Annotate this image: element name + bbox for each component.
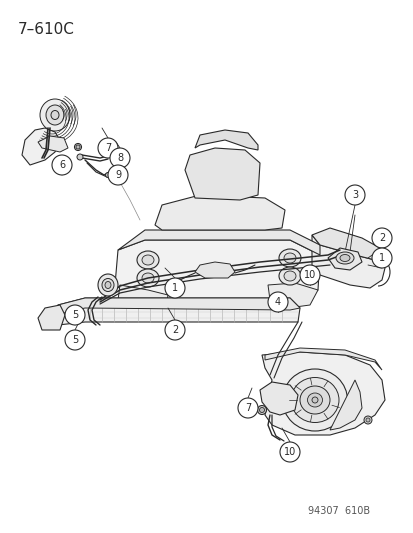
Polygon shape [327, 248, 361, 270]
Polygon shape [38, 136, 68, 152]
Text: 1: 1 [171, 283, 178, 293]
Polygon shape [22, 128, 60, 165]
Ellipse shape [259, 408, 264, 413]
Polygon shape [55, 298, 299, 325]
Text: 10: 10 [303, 270, 316, 280]
Ellipse shape [46, 105, 64, 125]
Circle shape [65, 330, 85, 350]
Ellipse shape [290, 377, 338, 423]
Polygon shape [195, 262, 235, 278]
Ellipse shape [335, 252, 353, 264]
Polygon shape [38, 305, 65, 330]
Text: 5: 5 [72, 335, 78, 345]
Text: 94307  610B: 94307 610B [308, 506, 370, 516]
Polygon shape [264, 348, 381, 370]
Circle shape [371, 228, 391, 248]
Ellipse shape [105, 173, 110, 177]
Circle shape [165, 320, 185, 340]
Text: 4: 4 [274, 297, 280, 307]
Ellipse shape [365, 418, 369, 422]
Ellipse shape [283, 271, 295, 281]
Circle shape [299, 265, 319, 285]
Ellipse shape [307, 393, 322, 407]
Ellipse shape [339, 254, 349, 262]
Ellipse shape [76, 145, 80, 149]
Circle shape [110, 148, 130, 168]
Polygon shape [329, 380, 361, 430]
Circle shape [279, 442, 299, 462]
Ellipse shape [40, 99, 70, 131]
Polygon shape [259, 382, 297, 415]
Polygon shape [154, 195, 284, 230]
Ellipse shape [311, 397, 317, 403]
Text: 2: 2 [171, 325, 178, 335]
Text: 10: 10 [283, 447, 295, 457]
Circle shape [52, 155, 72, 175]
Ellipse shape [74, 143, 81, 150]
Polygon shape [185, 148, 259, 200]
Polygon shape [267, 283, 317, 308]
Ellipse shape [137, 251, 159, 269]
Ellipse shape [102, 279, 114, 292]
Ellipse shape [282, 369, 347, 431]
Text: 7–610C: 7–610C [18, 22, 75, 37]
Text: 2: 2 [378, 233, 384, 243]
Ellipse shape [363, 416, 371, 424]
Circle shape [344, 185, 364, 205]
Circle shape [98, 138, 118, 158]
Text: 1: 1 [378, 253, 384, 263]
Circle shape [65, 305, 85, 325]
Polygon shape [311, 228, 379, 260]
Text: 8: 8 [116, 153, 123, 163]
Circle shape [108, 165, 128, 185]
Circle shape [237, 398, 257, 418]
Ellipse shape [257, 406, 266, 415]
Polygon shape [115, 240, 319, 305]
Text: 5: 5 [72, 310, 78, 320]
Text: 7: 7 [104, 143, 111, 153]
Ellipse shape [51, 110, 59, 119]
Circle shape [165, 278, 185, 298]
Circle shape [371, 248, 391, 268]
Text: 9: 9 [115, 170, 121, 180]
Polygon shape [118, 230, 319, 255]
Ellipse shape [142, 273, 154, 283]
Ellipse shape [137, 269, 159, 287]
Polygon shape [58, 298, 299, 314]
Ellipse shape [283, 253, 295, 263]
Ellipse shape [105, 281, 111, 288]
Polygon shape [118, 285, 168, 312]
Ellipse shape [278, 267, 300, 285]
Ellipse shape [98, 274, 118, 296]
Ellipse shape [77, 154, 83, 160]
Circle shape [267, 292, 287, 312]
Ellipse shape [299, 386, 329, 414]
Ellipse shape [278, 249, 300, 267]
Ellipse shape [142, 255, 154, 265]
Text: 6: 6 [59, 160, 65, 170]
Polygon shape [261, 352, 384, 435]
Polygon shape [195, 130, 257, 150]
Text: 7: 7 [244, 403, 251, 413]
Polygon shape [311, 235, 384, 288]
Text: 3: 3 [351, 190, 357, 200]
